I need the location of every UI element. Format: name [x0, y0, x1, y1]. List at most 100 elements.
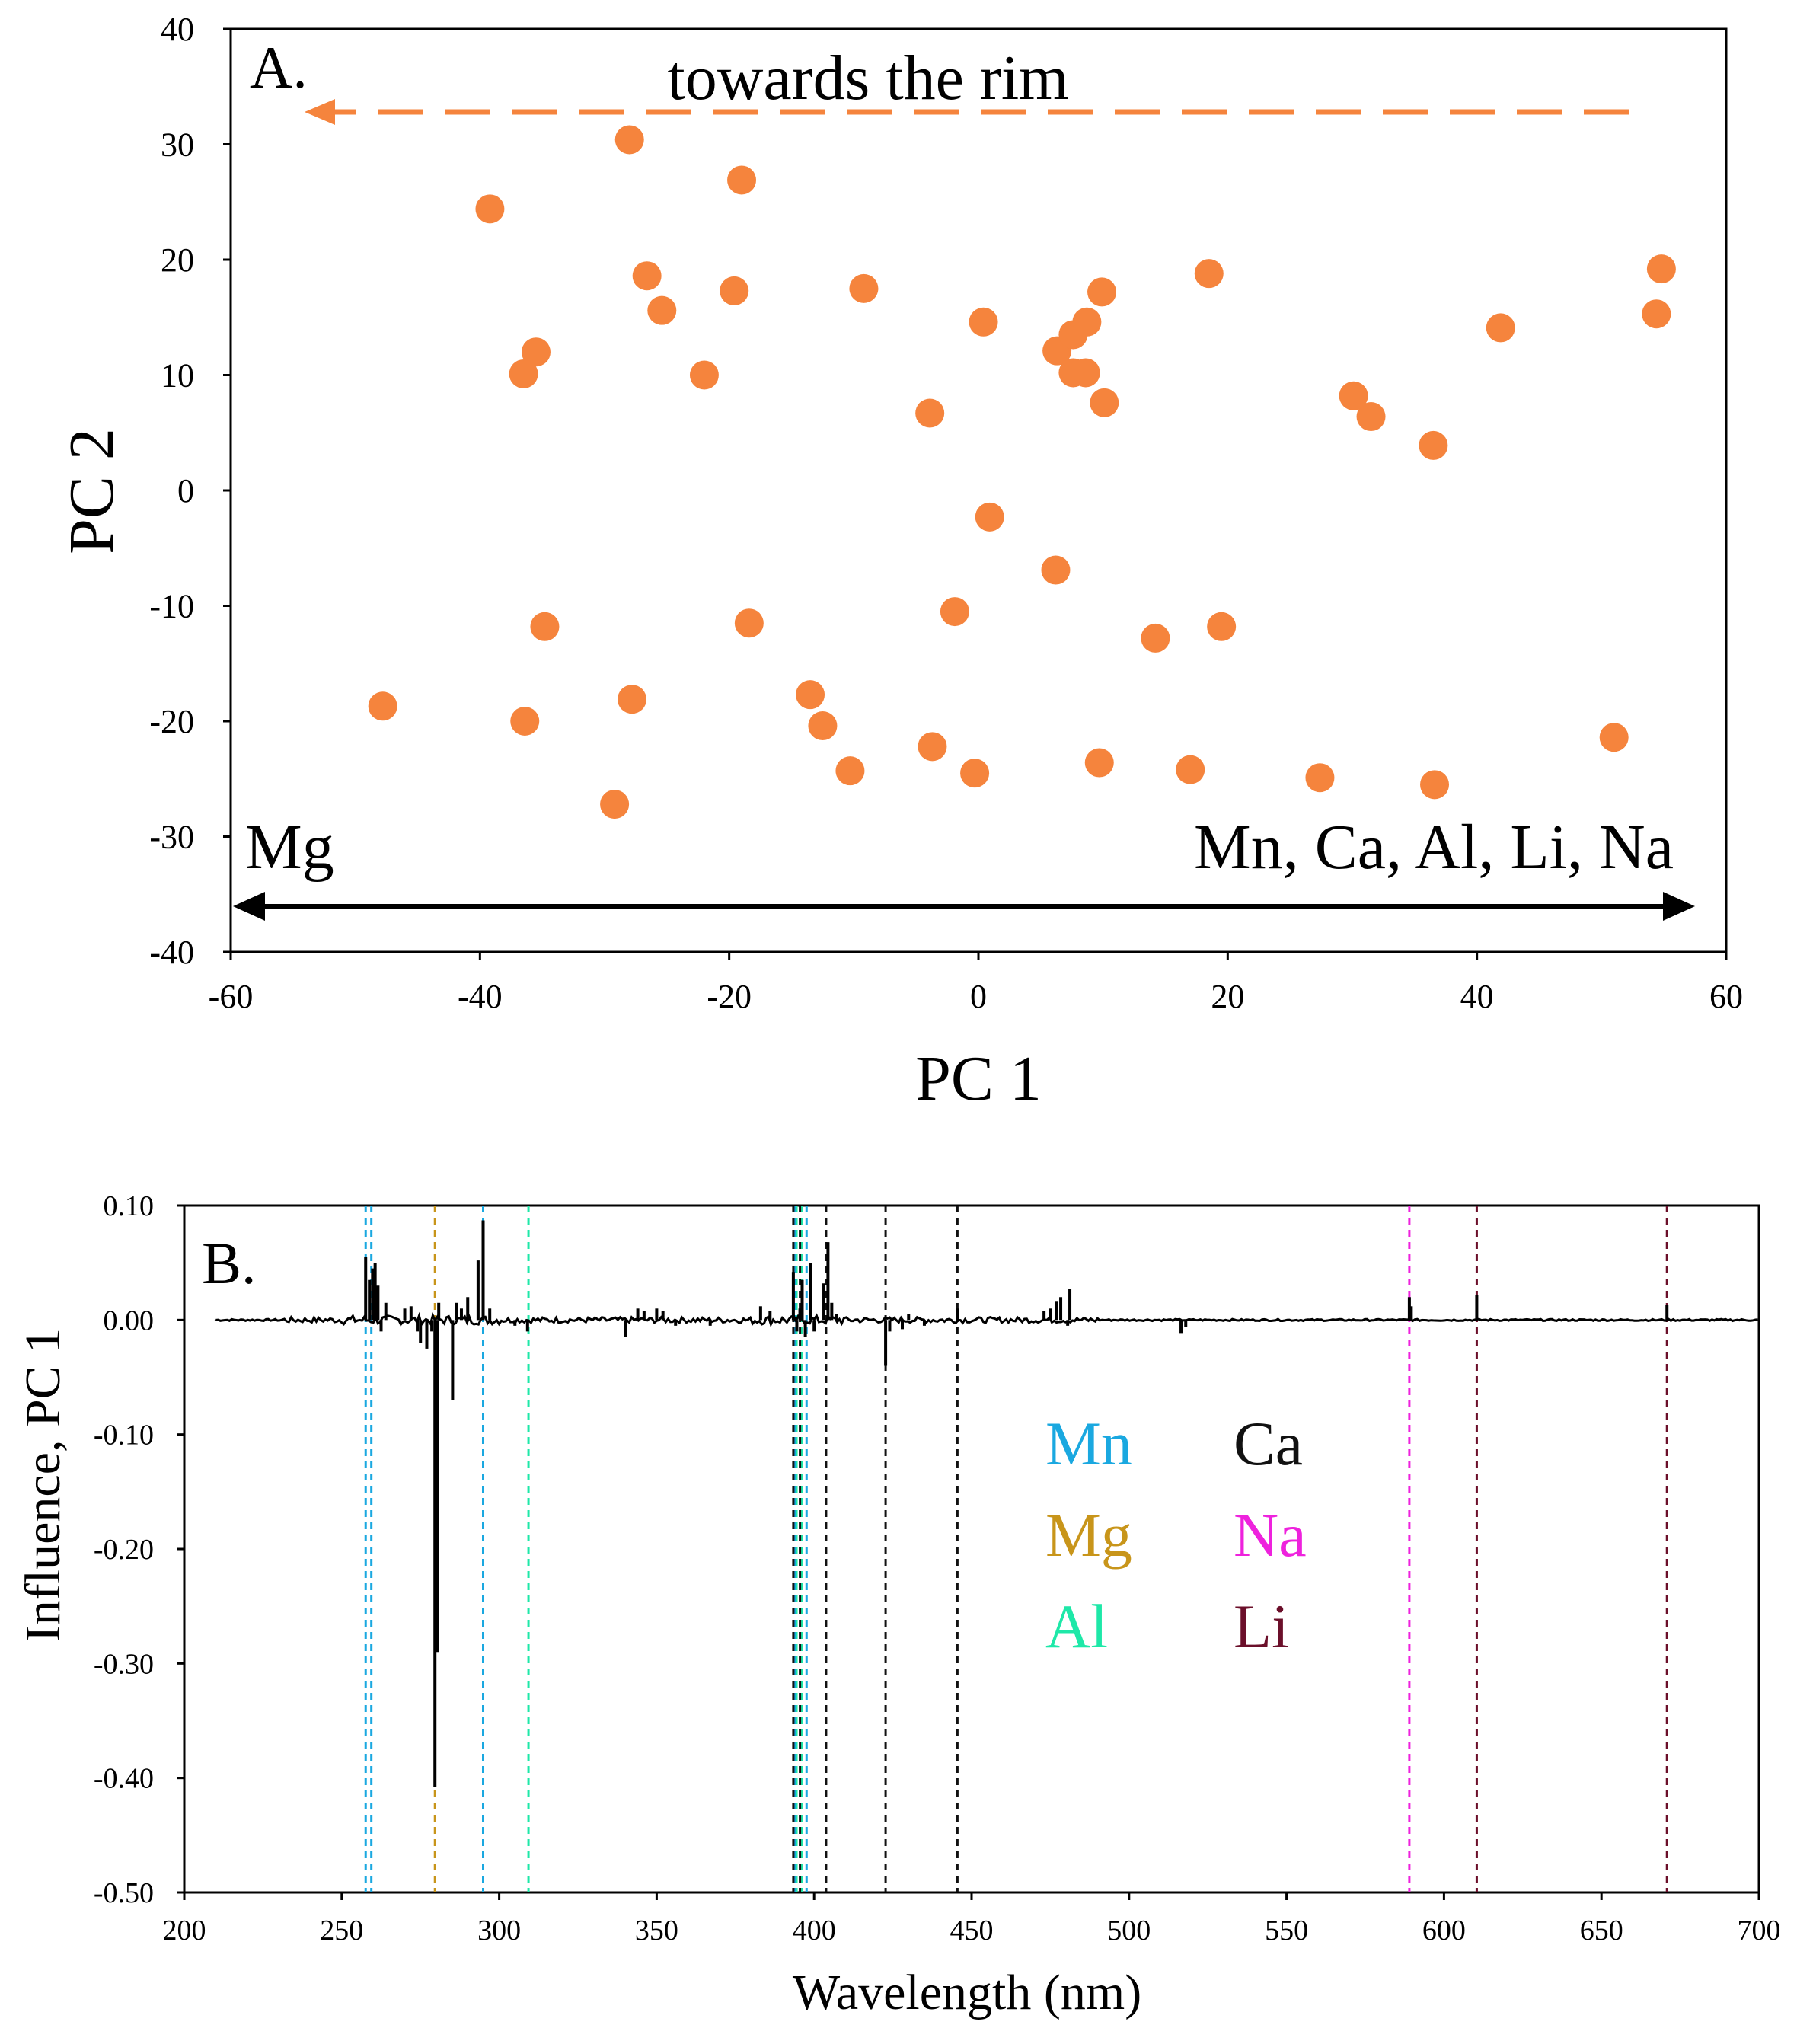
a-x-tick-label: 60 [1709, 978, 1743, 1015]
b-x-tick-label: 650 [1580, 1915, 1623, 1947]
elements-annotation: Mn, Ca, Al, Li, Na [1194, 812, 1674, 883]
a-y-tick-label: -30 [149, 819, 194, 856]
scatter-point [368, 691, 397, 721]
scatter-point [530, 612, 560, 641]
a-y-tick-label: 30 [161, 126, 194, 164]
panel-b-spectrum [214, 1220, 1758, 1787]
pc1-double-arrow [233, 892, 1695, 921]
scatter-point [632, 261, 662, 291]
legend-item: Mg [1045, 1500, 1132, 1570]
scatter-point [647, 295, 677, 325]
panel-a-y-axis-label: PC 2 [56, 428, 127, 554]
panel-b-y-ticks: 0.10 0.00 -0.10 -0.20 -0.30 -0.40 -0.50 [94, 1190, 184, 1909]
panel-a-label: A. [250, 34, 308, 101]
b-x-tick-label: 700 [1738, 1915, 1781, 1947]
scatter-point [1356, 402, 1386, 432]
b-y-tick-label: 0.10 [104, 1190, 155, 1222]
scatter-point [1084, 748, 1114, 778]
scatter-point [1194, 259, 1224, 289]
scatter-point [720, 276, 749, 305]
scatter-point [1486, 313, 1515, 343]
a-y-tick-label: 40 [161, 11, 194, 48]
scatter-point [849, 273, 879, 303]
panel-b-x-axis-label: Wavelength (nm) [793, 1965, 1141, 2020]
scatter-point [734, 608, 764, 638]
panel-b-y-axis-label: Influence, PC 1 [15, 1328, 71, 1642]
scatter-point [727, 165, 757, 195]
scatter-point [510, 707, 540, 736]
scatter-point [1339, 381, 1368, 410]
scatter-point [618, 685, 647, 714]
scatter-point [808, 711, 838, 741]
panel-b-line: B. 200 250 300 350 400 450 500 550 600 650 700 0.1… [15, 1190, 1781, 2020]
b-x-tick-label: 350 [635, 1915, 678, 1947]
legend-item: Mn [1045, 1409, 1132, 1478]
scatter-point [1419, 430, 1448, 460]
scatter-point [689, 360, 719, 390]
a-y-tick-label: 0 [177, 472, 194, 509]
scatter-point [969, 307, 998, 337]
b-x-tick-label: 500 [1107, 1915, 1151, 1947]
b-y-tick-label: 0.00 [104, 1305, 155, 1337]
scatter-point [1072, 307, 1102, 337]
scatter-point [918, 732, 947, 762]
b-x-tick-label: 400 [793, 1915, 836, 1947]
a-y-tick-label: -10 [149, 588, 194, 625]
scatter-point [1599, 723, 1629, 752]
panel-b-label: B. [202, 1230, 257, 1296]
scatter-point [1041, 555, 1071, 585]
scatter-point [1207, 612, 1237, 641]
scatter-point [521, 337, 551, 367]
scatter-point [1071, 358, 1100, 388]
b-x-tick-label: 200 [163, 1915, 206, 1947]
rim-annotation: towards the rim [667, 43, 1068, 113]
panel-a-x-axis-label: PC 1 [915, 1043, 1042, 1114]
panel-a-points [368, 125, 1676, 819]
scatter-point [509, 359, 538, 388]
scatter-point [960, 759, 990, 788]
a-y-tick-label: 20 [161, 241, 194, 279]
a-y-tick-label: 10 [161, 357, 194, 394]
scatter-point [600, 790, 630, 819]
scatter-point [1087, 277, 1117, 307]
scatter-point [475, 194, 505, 224]
a-x-tick-label: 40 [1460, 978, 1494, 1015]
a-y-tick-label: -40 [149, 934, 194, 971]
scatter-point [940, 597, 969, 627]
b-y-tick-label: -0.10 [94, 1420, 154, 1452]
legend-item: Li [1234, 1592, 1289, 1661]
scatter-point [915, 398, 945, 428]
panel-a-scatter: A. towards the rim Mg Mn, Ca, Al, Li, Na… [56, 11, 1743, 1114]
b-y-tick-label: -0.20 [94, 1534, 154, 1566]
b-x-tick-label: 550 [1265, 1915, 1308, 1947]
scatter-point [1141, 623, 1170, 653]
panel-b-legend: Mn Mg Al Ca Na Li [1045, 1409, 1307, 1661]
a-x-tick-label: -40 [458, 978, 503, 1015]
a-y-tick-label: -20 [149, 703, 194, 740]
a-x-tick-label: -60 [209, 978, 254, 1015]
rim-direction-arrow [305, 99, 1629, 125]
panel-a-y-ticks: -40 -30 -20 -10 0 10 20 30 40 [149, 11, 231, 971]
spectrum-baseline [214, 1311, 1758, 1328]
a-x-tick-label: 20 [1211, 978, 1244, 1015]
panel-b-reference-lines [364, 1206, 1668, 1892]
b-x-tick-label: 300 [477, 1915, 521, 1947]
a-x-tick-label: 0 [970, 978, 987, 1015]
panel-b-x-ticks: 200 250 300 350 400 450 500 550 600 650 700 [163, 1892, 1781, 1947]
scatter-point [614, 125, 644, 155]
panel-b-plot-frame [183, 1204, 1760, 1894]
scatter-point [1420, 770, 1450, 800]
mg-annotation: Mg [245, 812, 334, 883]
b-x-tick-label: 450 [950, 1915, 994, 1947]
panel-a-x-ticks: -60 -40 -20 0 20 40 60 [209, 952, 1743, 1015]
scatter-point [1305, 763, 1335, 793]
legend-item: Ca [1234, 1409, 1303, 1478]
scatter-point [1176, 755, 1205, 784]
scatter-point [835, 756, 865, 786]
legend-item: Al [1045, 1592, 1108, 1661]
b-x-tick-label: 250 [320, 1915, 363, 1947]
scatter-point [1090, 388, 1119, 417]
legend-item: Na [1234, 1500, 1307, 1570]
scatter-point [1646, 254, 1676, 284]
